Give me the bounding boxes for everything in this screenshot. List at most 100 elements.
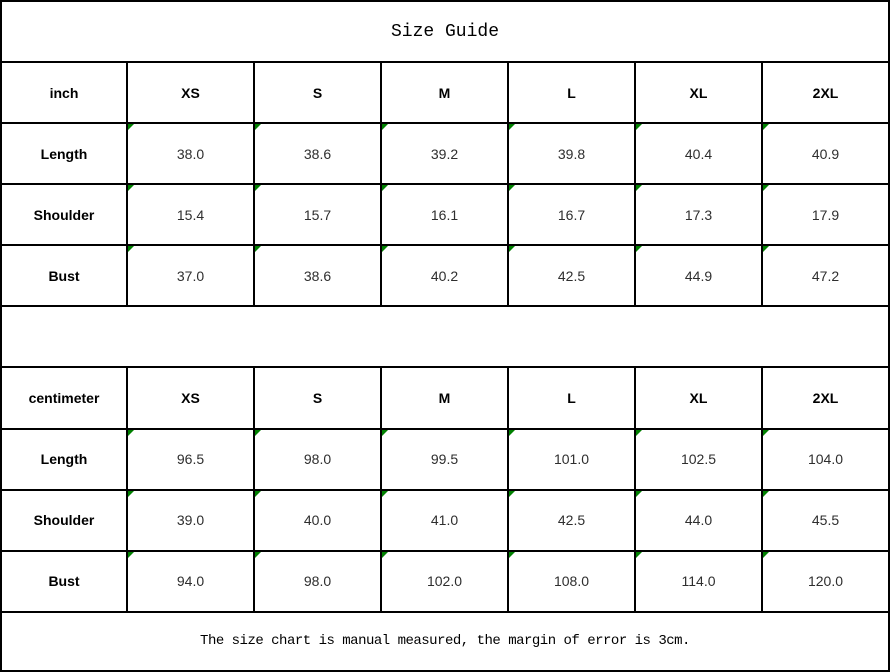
- cell-corner-marker-icon: [764, 552, 769, 558]
- inch-length-row: Length 38.0 38.6 39.2 39.8 40.4 40.9: [0, 122, 890, 186]
- cell-value: 108.0: [553, 573, 590, 590]
- cell-value: 120.0: [807, 573, 844, 590]
- size-header-s: S: [253, 61, 382, 125]
- value-cell: 42.5: [507, 488, 636, 552]
- value-cell: 44.9: [634, 244, 763, 308]
- cell-corner-marker-icon: [637, 430, 642, 436]
- cell-corner-marker-icon: [637, 491, 642, 497]
- value-cell: 38.6: [253, 122, 382, 186]
- value-cell: 41.0: [380, 488, 509, 552]
- cell-corner-marker-icon: [764, 186, 769, 192]
- size-header-l: L: [507, 366, 636, 430]
- size-header-xl: XL: [634, 61, 763, 125]
- cell-corner-marker-icon: [129, 125, 134, 131]
- value-cell: 45.5: [761, 488, 890, 552]
- cell-value: 40.9: [811, 145, 840, 162]
- size-header-s: S: [253, 366, 382, 430]
- value-cell: 120.0: [761, 549, 890, 613]
- measurement-note: The size chart is manual measured, the m…: [0, 610, 890, 672]
- cell-corner-marker-icon: [256, 125, 261, 131]
- cell-corner-marker-icon: [256, 491, 261, 497]
- cell-value: 17.9: [811, 206, 840, 223]
- value-cell: 47.2: [761, 244, 890, 308]
- size-header-xs: XS: [126, 366, 255, 430]
- value-cell: 40.0: [253, 488, 382, 552]
- cell-corner-marker-icon: [383, 125, 388, 131]
- value-cell: 114.0: [634, 549, 763, 613]
- cell-corner-marker-icon: [637, 247, 642, 253]
- cell-value: 42.5: [557, 512, 586, 529]
- size-header-2xl: 2XL: [761, 366, 890, 430]
- cell-value: 16.7: [557, 206, 586, 223]
- cell-corner-marker-icon: [256, 430, 261, 436]
- size-header-2xl: 2XL: [761, 61, 890, 125]
- cell-value: 40.0: [303, 512, 332, 529]
- inch-shoulder-row: Shoulder 15.4 15.7 16.1 16.7 17.3 17.9: [0, 183, 890, 247]
- cell-value: 16.1: [430, 206, 459, 223]
- measure-label-bust: Bust: [0, 244, 128, 308]
- size-header-xs: XS: [126, 61, 255, 125]
- cell-value: 44.9: [684, 267, 713, 284]
- cm-bust-row: Bust 94.0 98.0 102.0 108.0 114.0 120.0: [0, 549, 890, 613]
- value-cell: 38.6: [253, 244, 382, 308]
- cell-corner-marker-icon: [510, 125, 515, 131]
- cell-value: 38.0: [176, 145, 205, 162]
- page-title: Size Guide: [0, 0, 890, 64]
- cell-value: 40.2: [430, 267, 459, 284]
- cell-corner-marker-icon: [510, 552, 515, 558]
- measure-label-length: Length: [0, 427, 128, 491]
- inch-header-row: inch XS S M L XL 2XL: [0, 61, 890, 125]
- value-cell: 101.0: [507, 427, 636, 491]
- cell-corner-marker-icon: [764, 247, 769, 253]
- value-cell: 96.5: [126, 427, 255, 491]
- cell-corner-marker-icon: [510, 247, 515, 253]
- value-cell: 99.5: [380, 427, 509, 491]
- cell-corner-marker-icon: [383, 186, 388, 192]
- cell-corner-marker-icon: [129, 186, 134, 192]
- cell-corner-marker-icon: [129, 491, 134, 497]
- cell-corner-marker-icon: [129, 552, 134, 558]
- cm-length-row: Length 96.5 98.0 99.5 101.0 102.5 104.0: [0, 427, 890, 491]
- cell-corner-marker-icon: [383, 552, 388, 558]
- measure-label-shoulder: Shoulder: [0, 488, 128, 552]
- cell-value: 38.6: [303, 145, 332, 162]
- cell-corner-marker-icon: [637, 186, 642, 192]
- cell-value: 17.3: [684, 206, 713, 223]
- unit-header-inch: inch: [0, 61, 128, 125]
- value-cell: 98.0: [253, 549, 382, 613]
- cell-corner-marker-icon: [129, 247, 134, 253]
- cell-corner-marker-icon: [764, 125, 769, 131]
- cell-value: 41.0: [430, 512, 459, 529]
- cm-header-row: centimeter XS S M L XL 2XL: [0, 366, 890, 430]
- cell-value: 15.4: [176, 206, 205, 223]
- cm-shoulder-row: Shoulder 39.0 40.0 41.0 42.5 44.0 45.5: [0, 488, 890, 552]
- cell-value: 44.0: [684, 512, 713, 529]
- cell-value: 114.0: [681, 573, 716, 590]
- cell-corner-marker-icon: [256, 186, 261, 192]
- size-header-m: M: [380, 61, 509, 125]
- note-row: The size chart is manual measured, the m…: [0, 610, 890, 672]
- cell-corner-marker-icon: [637, 552, 642, 558]
- spacer-row: [0, 305, 890, 369]
- cell-value: 39.0: [176, 512, 205, 529]
- value-cell: 15.4: [126, 183, 255, 247]
- value-cell: 102.5: [634, 427, 763, 491]
- value-cell: 17.9: [761, 183, 890, 247]
- cell-value: 40.4: [684, 145, 713, 162]
- value-cell: 16.1: [380, 183, 509, 247]
- cell-corner-marker-icon: [383, 430, 388, 436]
- value-cell: 37.0: [126, 244, 255, 308]
- cell-value: 39.8: [557, 145, 586, 162]
- cell-value: 98.0: [303, 573, 332, 590]
- cell-value: 38.6: [303, 267, 332, 284]
- value-cell: 104.0: [761, 427, 890, 491]
- inch-bust-row: Bust 37.0 38.6 40.2 42.5 44.9 47.2: [0, 244, 890, 308]
- value-cell: 15.7: [253, 183, 382, 247]
- measure-label-length: Length: [0, 122, 128, 186]
- cell-value: 39.2: [430, 145, 459, 162]
- cell-value: 102.0: [426, 573, 463, 590]
- cell-value: 47.2: [811, 267, 840, 284]
- cell-value: 37.0: [176, 267, 205, 284]
